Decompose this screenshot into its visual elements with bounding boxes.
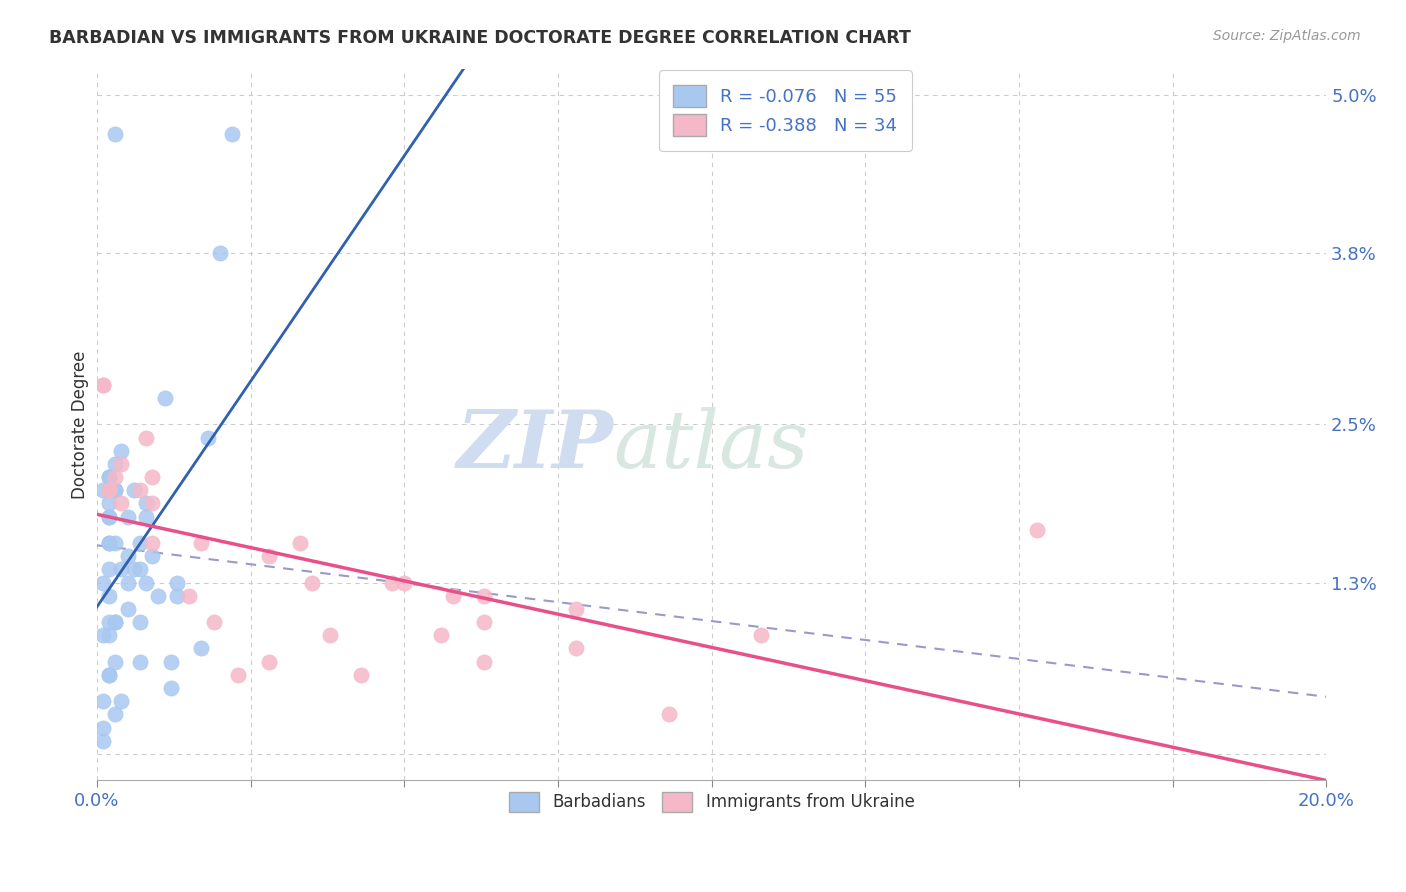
Text: atlas: atlas — [613, 407, 808, 484]
Point — [98, 668, 121, 682]
Text: Source: ZipAtlas.com: Source: ZipAtlas.com — [1213, 29, 1361, 44]
Point — [301, 575, 323, 590]
Point — [98, 470, 121, 484]
Point — [350, 668, 373, 682]
Y-axis label: Doctorate Degree: Doctorate Degree — [72, 351, 89, 499]
Point — [565, 641, 588, 656]
Point — [129, 536, 152, 550]
Point — [129, 483, 152, 498]
Point — [91, 575, 114, 590]
Point — [472, 615, 495, 629]
Point — [129, 615, 152, 629]
Point — [104, 707, 127, 722]
Legend: Barbadians, Immigrants from Ukraine: Barbadians, Immigrants from Ukraine — [495, 779, 928, 825]
Point — [159, 681, 181, 695]
Point — [148, 589, 170, 603]
Point — [472, 589, 495, 603]
Point — [117, 509, 139, 524]
Point — [117, 575, 139, 590]
Point — [117, 549, 139, 564]
Point — [104, 615, 127, 629]
Point — [98, 589, 121, 603]
Point — [129, 655, 152, 669]
Point — [141, 496, 163, 510]
Text: BARBADIAN VS IMMIGRANTS FROM UKRAINE DOCTORATE DEGREE CORRELATION CHART: BARBADIAN VS IMMIGRANTS FROM UKRAINE DOC… — [49, 29, 911, 47]
Point — [565, 602, 588, 616]
Point — [257, 655, 280, 669]
Point — [98, 668, 121, 682]
Point — [166, 575, 188, 590]
Point — [104, 615, 127, 629]
Point — [221, 128, 243, 142]
Point — [257, 549, 280, 564]
Point — [91, 377, 114, 392]
Point — [98, 536, 121, 550]
Point — [110, 443, 132, 458]
Point — [91, 483, 114, 498]
Point — [288, 536, 311, 550]
Point — [98, 483, 121, 498]
Point — [104, 655, 127, 669]
Point — [98, 509, 121, 524]
Point — [166, 589, 188, 603]
Point — [153, 391, 176, 405]
Point — [98, 496, 121, 510]
Point — [117, 602, 139, 616]
Point — [472, 655, 495, 669]
Point — [91, 694, 114, 708]
Point — [91, 628, 114, 642]
Point — [104, 483, 127, 498]
Point — [98, 562, 121, 576]
Point — [394, 575, 416, 590]
Point — [381, 575, 404, 590]
Point — [135, 496, 157, 510]
Point — [98, 615, 121, 629]
Point — [104, 483, 127, 498]
Point — [98, 628, 121, 642]
Point — [110, 562, 132, 576]
Point — [141, 536, 163, 550]
Point — [208, 246, 231, 260]
Point — [122, 562, 145, 576]
Point — [190, 641, 212, 656]
Point — [197, 431, 219, 445]
Point — [1026, 523, 1049, 537]
Point — [190, 536, 212, 550]
Point — [226, 668, 249, 682]
Point — [91, 377, 114, 392]
Point — [177, 589, 200, 603]
Point — [657, 707, 679, 722]
Point — [91, 733, 114, 747]
Point — [98, 509, 121, 524]
Point — [141, 470, 163, 484]
Point — [135, 509, 157, 524]
Point — [91, 721, 114, 735]
Point — [141, 549, 163, 564]
Point — [98, 470, 121, 484]
Point — [135, 431, 157, 445]
Point — [110, 496, 132, 510]
Point — [110, 457, 132, 471]
Point — [104, 457, 127, 471]
Point — [129, 562, 152, 576]
Point — [104, 470, 127, 484]
Point — [749, 628, 772, 642]
Point — [110, 694, 132, 708]
Point — [104, 128, 127, 142]
Point — [104, 536, 127, 550]
Point — [98, 536, 121, 550]
Point — [441, 589, 464, 603]
Point — [319, 628, 342, 642]
Point — [430, 628, 453, 642]
Point — [98, 483, 121, 498]
Point — [159, 655, 181, 669]
Point — [202, 615, 225, 629]
Point — [135, 575, 157, 590]
Text: ZIP: ZIP — [457, 407, 613, 484]
Point — [122, 483, 145, 498]
